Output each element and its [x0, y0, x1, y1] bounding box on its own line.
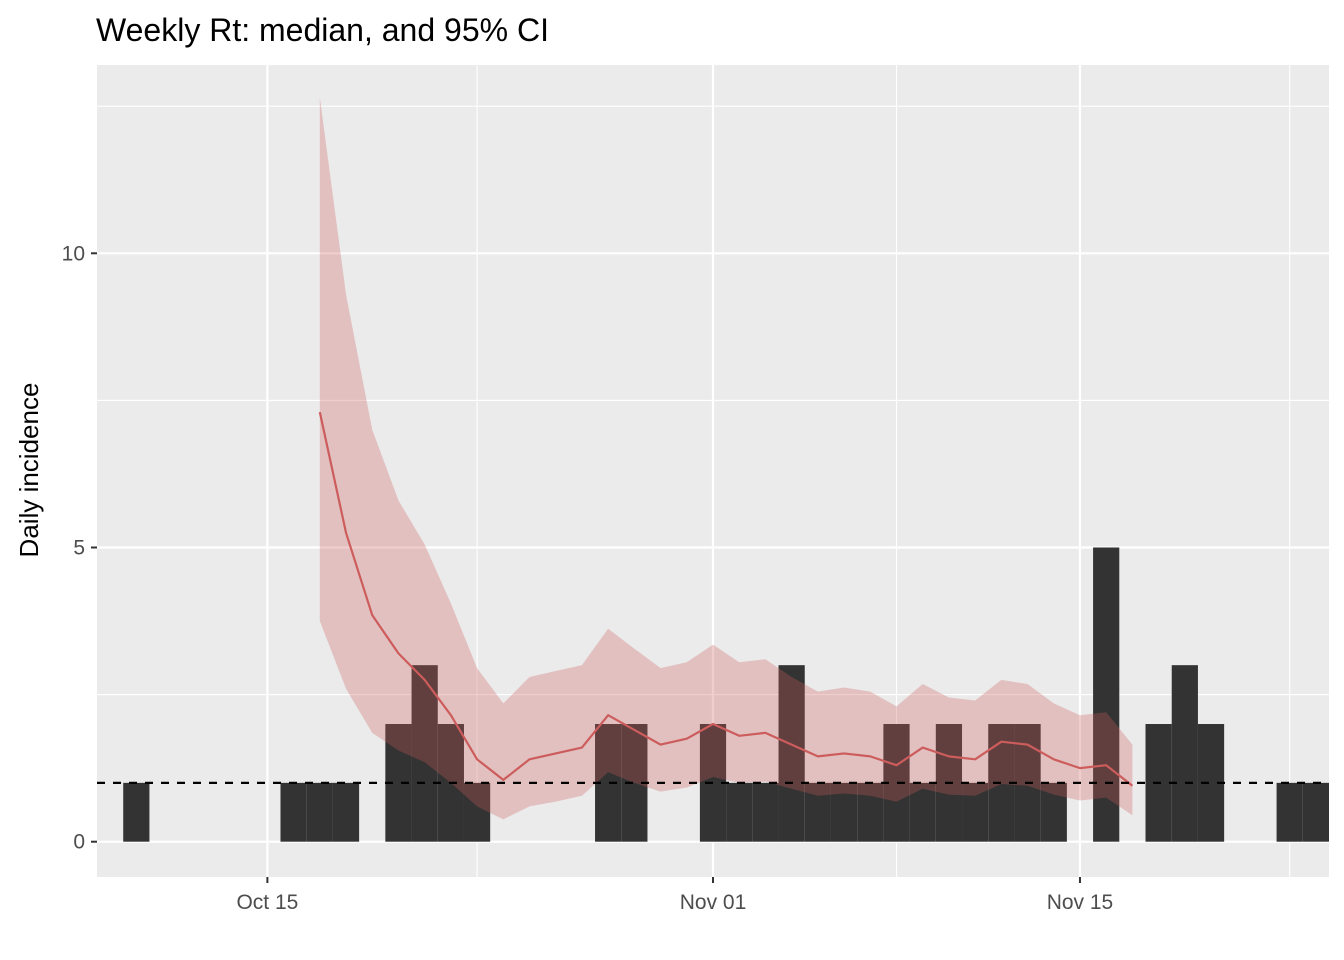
- incidence-bar: [804, 782, 831, 842]
- incidence-bar: [463, 782, 491, 842]
- rt-ci-ribbon-layer: [319, 97, 1133, 820]
- rt-median-line: [318, 411, 1134, 787]
- incidence-bar: [411, 665, 438, 842]
- incidence-bar: [726, 782, 753, 842]
- y-tick-label: 5: [73, 536, 85, 559]
- incidence-bar: [752, 782, 779, 842]
- y-axis: 0 5 10: [62, 242, 97, 854]
- incidence-bar: [332, 782, 360, 842]
- incidence-bar: [1040, 782, 1067, 842]
- x-axis: Oct 15 Nov 01 Nov 15: [236, 877, 1113, 914]
- y-tick-label: 10: [62, 242, 85, 265]
- incidence-bars: [123, 547, 1329, 842]
- y-tick-label: 0: [73, 831, 85, 854]
- rt-ci-ribbon: [319, 97, 1133, 820]
- chart-title: Weekly Rt: median, and 95% CI: [96, 12, 549, 48]
- rt-median-line-layer: [318, 411, 1134, 787]
- x-tick-label: Nov 15: [1047, 891, 1114, 914]
- incidence-bar: [306, 782, 333, 842]
- incidence-bar: [857, 782, 884, 842]
- incidence-bar: [1302, 782, 1329, 842]
- incidence-bar: [962, 782, 989, 842]
- incidence-bar: [1276, 782, 1303, 842]
- incidence-bar: [909, 782, 936, 842]
- x-tick-label: Oct 15: [236, 891, 298, 914]
- incidence-bar: [123, 782, 150, 842]
- incidence-bar: [830, 782, 858, 842]
- incidence-bar: [280, 782, 307, 842]
- x-tick-label: Nov 01: [680, 891, 747, 914]
- y-axis-label: Daily incidence: [14, 383, 44, 558]
- incidence-bar: [778, 665, 805, 842]
- incidence-bar: [1171, 665, 1198, 842]
- incidence-bar: [1093, 547, 1120, 842]
